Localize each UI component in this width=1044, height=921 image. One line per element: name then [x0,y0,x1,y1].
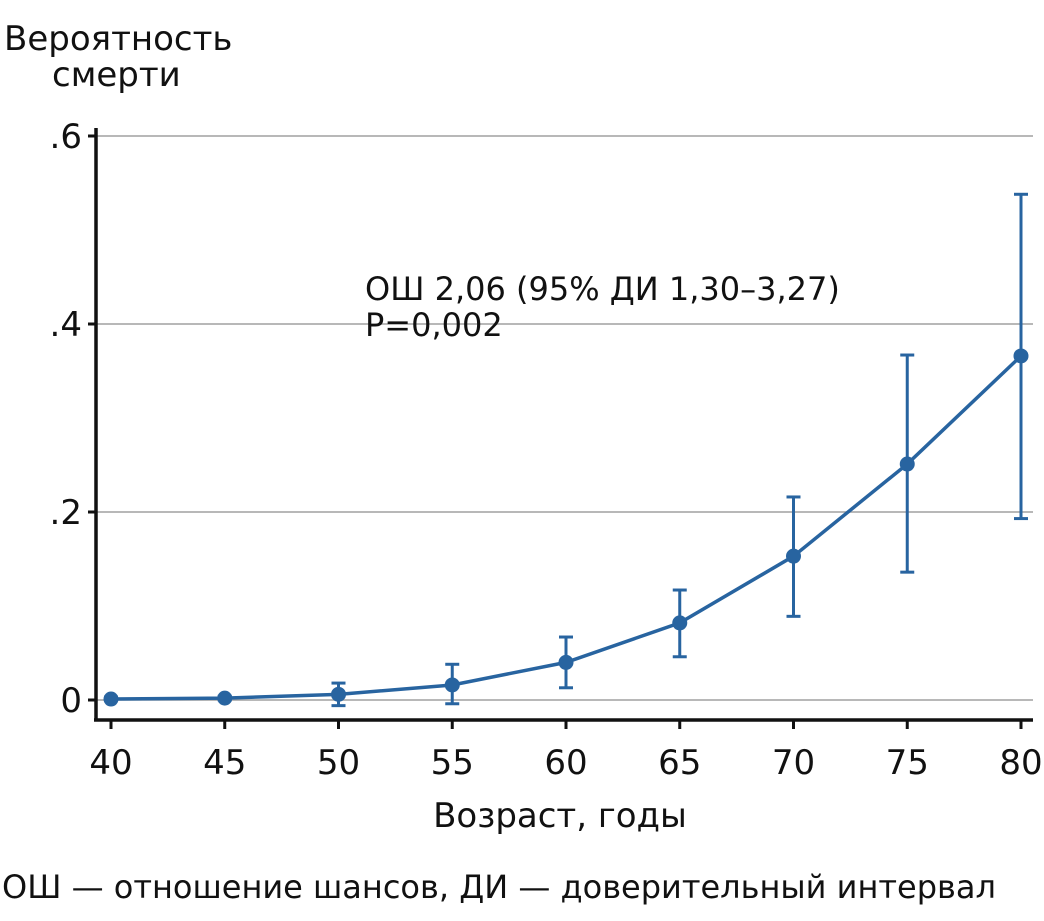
y-tick-label: .4 [50,305,82,345]
y-tick-label: .2 [50,493,82,533]
annotation-p-value: P=0,002 [365,306,503,344]
y-axis-label-line2: смерти [52,55,181,95]
footnote: ОШ — отношение шансов, ДИ — доверительны… [2,868,996,906]
data-point [217,690,233,706]
x-axis-label: Возраст, годы [433,796,687,836]
x-tick-label: 70 [772,743,815,783]
data-point [1013,348,1029,364]
x-tick-label: 50 [317,743,360,783]
data-point [558,654,574,670]
data-point [444,677,460,693]
data-point [899,456,915,472]
x-tick-label: 60 [544,743,587,783]
x-tick-label: 40 [89,743,132,783]
data-point [331,686,346,702]
y-tick-label: 0 [60,681,82,721]
y-tick-label: .6 [50,117,82,157]
x-tick-label: 65 [658,743,701,783]
x-tick-label: 75 [886,743,929,783]
x-tick-label: 80 [999,743,1042,783]
annotation-odds-ratio: ОШ 2,06 (95% ДИ 1,30–3,27) [365,270,840,308]
data-point [103,691,119,707]
y-axis-label-line1: Вероятность [4,19,232,59]
x-tick-label: 55 [431,743,474,783]
data-point [786,548,801,564]
data-point [672,615,688,631]
x-tick-label: 45 [203,743,246,783]
